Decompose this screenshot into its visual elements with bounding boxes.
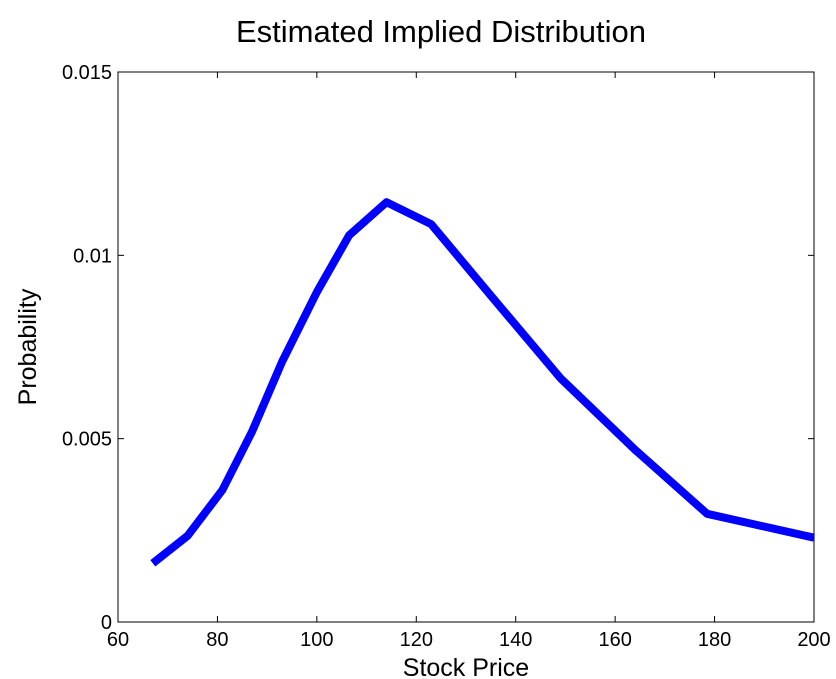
series-points: [153, 202, 814, 563]
x-tick-label: 180: [698, 629, 731, 651]
y-tick-label: 0.01: [73, 245, 112, 267]
plot-frame: [117, 71, 815, 623]
x-tick-label: 80: [206, 629, 228, 651]
x-tick-label: 200: [797, 629, 830, 651]
x-tick-label: 160: [598, 629, 631, 651]
x-tick-label: 100: [300, 629, 333, 651]
chart-title: Estimated Implied Distribution: [236, 14, 646, 49]
x-axis-label: Stock Price: [403, 654, 529, 679]
y-axis-label: Probability: [14, 288, 42, 405]
x-tick-label: 120: [400, 629, 433, 651]
x-axis: 60 80 100 120 140 160 180 200: [107, 72, 831, 651]
y-tick-label: 0.005: [62, 429, 112, 451]
x-tick-label: 140: [499, 629, 532, 651]
y-tick-label: 0.015: [62, 62, 112, 84]
x-tick-label: 60: [107, 629, 129, 651]
y-tick-label: 0: [101, 612, 112, 634]
probability-series-line: [150, 198, 815, 567]
y-axis: 0 0.005 0.01 0.015: [62, 62, 814, 634]
